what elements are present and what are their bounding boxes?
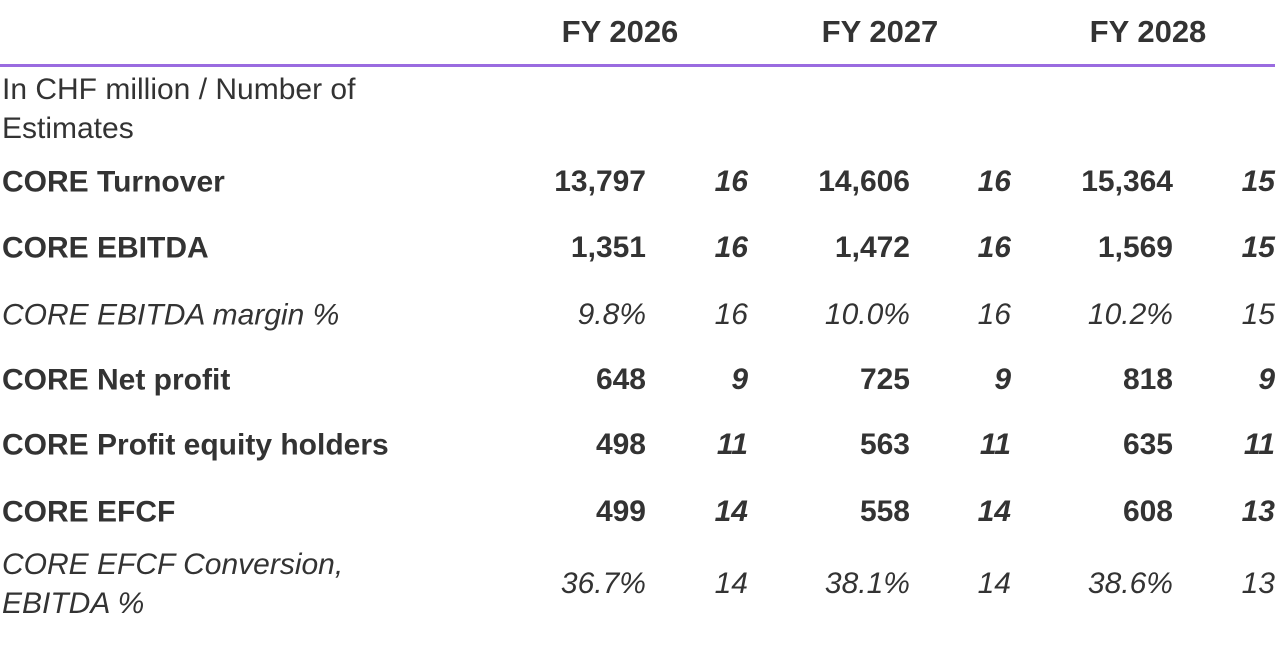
value-cell: 15,364 [1081, 165, 1173, 198]
column-header: FY 2027 [821, 14, 939, 49]
estimate-count: 11 [1243, 428, 1275, 461]
value-cell: 14,606 [818, 165, 910, 198]
row-label: CORE EBITDA margin % [2, 298, 340, 332]
estimate-count: 11 [716, 428, 748, 461]
estimate-count: 16 [714, 165, 748, 198]
value-cell: 13,797 [554, 165, 646, 198]
estimate-count: 13 [1241, 495, 1275, 528]
estimate-count: 16 [977, 231, 1011, 264]
row-label: CORE Profit equity holders [2, 428, 389, 462]
estimate-count: 14 [714, 495, 748, 528]
row-label: CORE EBITDA [2, 231, 209, 265]
value-cell: 1,569 [1097, 231, 1173, 264]
value-cell: 648 [595, 363, 646, 396]
estimate-count: 11 [979, 428, 1011, 461]
estimate-count: 16 [977, 165, 1011, 198]
units-label: In CHF million / Number of Estimates [2, 73, 356, 145]
value-cell: 725 [859, 363, 910, 396]
value-cell: 38.6% [1087, 567, 1173, 600]
table-row: CORE EBITDA margin % 9.8% 16 10.0% 16 10.2% 15 [0, 275, 1280, 355]
value-cell: 1,472 [834, 231, 910, 264]
value-cell: 10.0% [824, 298, 910, 331]
estimate-count: 14 [977, 567, 1011, 600]
header-rule [0, 64, 1275, 67]
value-cell: 635 [1122, 428, 1173, 461]
estimate-count: 15 [1241, 165, 1275, 198]
estimate-count: 16 [714, 231, 748, 264]
row-label: CORE EFCF [2, 495, 176, 529]
estimate-count: 13 [1241, 567, 1275, 600]
row-label: CORE Net profit [2, 363, 231, 397]
table-row: CORE Turnover 13,797 16 14,606 16 15,364 15 [0, 142, 1280, 222]
table-row: CORE EBITDA 1,351 16 1,472 16 1,569 15 [0, 208, 1280, 288]
estimate-count: 14 [977, 495, 1011, 528]
column-header: FY 2028 [1089, 14, 1207, 49]
table-row: CORE EFCF 499 14 558 14 608 13 [0, 472, 1280, 552]
estimate-count: 9 [994, 363, 1011, 396]
row-label: CORE Turnover [2, 165, 225, 199]
estimate-count: 9 [731, 363, 748, 396]
value-cell: 1,351 [570, 231, 646, 264]
estimate-count: 15 [1241, 298, 1275, 331]
value-cell: 563 [859, 428, 910, 461]
table-row: CORE Net profit 648 9 725 9 818 9 [0, 340, 1280, 420]
estimate-count: 15 [1241, 231, 1275, 264]
value-cell: 608 [1122, 495, 1173, 528]
value-cell: 36.7% [560, 567, 646, 600]
row-label: CORE EFCF Conversion, EBITDA % [2, 548, 344, 620]
value-cell: 499 [595, 495, 646, 528]
column-header: FY 2026 [561, 14, 679, 49]
table-row: CORE EFCF Conversion, EBITDA % 36.7% 14 38.… [0, 544, 1280, 624]
value-cell: 38.1% [824, 567, 910, 600]
value-cell: 818 [1122, 363, 1173, 396]
estimate-count: 16 [714, 298, 748, 331]
value-cell: 9.8% [577, 298, 646, 331]
estimate-count: 16 [977, 298, 1011, 331]
estimate-count: 9 [1258, 363, 1275, 396]
table-row: CORE Profit equity holders 498 11 563 11 635 1… [0, 405, 1280, 485]
value-cell: 10.2% [1087, 298, 1173, 331]
value-cell: 498 [595, 428, 646, 461]
estimate-count: 14 [714, 567, 748, 600]
value-cell: 558 [859, 495, 910, 528]
